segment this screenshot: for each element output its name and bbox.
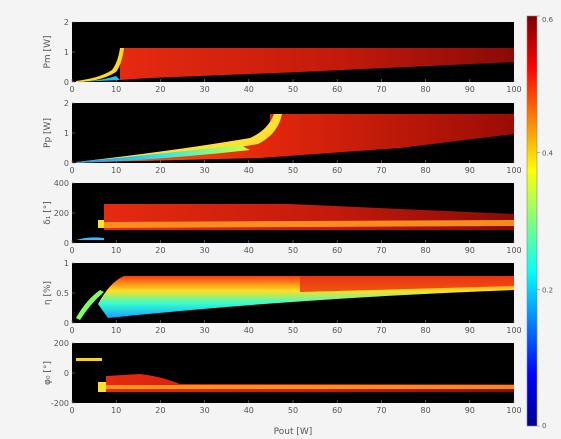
y-tick-label: 2	[64, 18, 69, 27]
colorbar-tick-label: 0.2	[542, 286, 553, 294]
y-tick-label: 400	[54, 179, 69, 188]
panel-5-bg	[72, 343, 514, 403]
x-tick-label: 30	[200, 406, 210, 415]
x-tick-label: 50	[288, 326, 298, 335]
x-tick-label: 60	[332, 166, 342, 175]
x-tick-label: 0	[69, 326, 74, 335]
x-tick-label: 80	[421, 326, 431, 335]
x-tick-label: 30	[200, 166, 210, 175]
panel-5-fill	[76, 358, 514, 392]
x-tick-label: 80	[421, 166, 431, 175]
x-tick-label: 10	[111, 326, 121, 335]
colorbar-tick-label: 0	[542, 422, 546, 430]
y-tick-label: 0	[64, 239, 69, 248]
x-tick-label: 30	[200, 85, 210, 94]
x-tick-label: 20	[155, 326, 165, 335]
x-tick-label: 30	[200, 326, 210, 335]
x-tick-label: 90	[465, 246, 475, 255]
x-tick-label: 100	[506, 85, 521, 94]
colorbar-tick-label: 0.6	[542, 16, 554, 24]
y-tick-label: -200	[51, 399, 69, 408]
colorbar-ticks: 0 0.2 0.4 0.6	[537, 15, 554, 430]
panel-1-fill	[76, 48, 514, 82]
panel-5-ylabel: φ₀ [°]	[43, 361, 53, 385]
x-tick-label: 100	[506, 326, 521, 335]
x-tick-label: 20	[155, 85, 165, 94]
x-tick-label: 10	[111, 406, 121, 415]
colorbar-gradient	[526, 15, 538, 427]
x-tick-label: 70	[376, 246, 386, 255]
x-tick-label: 20	[155, 246, 165, 255]
x-tick-label: 60	[332, 85, 342, 94]
x-tick-label: 0	[69, 85, 74, 94]
x-tick-label: 90	[465, 166, 475, 175]
x-tick-label: 70	[376, 166, 386, 175]
y-tick-label: 200	[54, 209, 69, 218]
x-tick-label: 20	[155, 406, 165, 415]
panel-4-ylabel: η [%]	[43, 281, 53, 305]
y-tick-label: 2	[64, 99, 69, 108]
x-axis-label: Pout [W]	[274, 427, 313, 437]
x-tick-label: 40	[244, 326, 254, 335]
x-tick-label: 100	[506, 406, 521, 415]
x-tick-label: 10	[111, 85, 121, 94]
panel-2-fill	[76, 114, 514, 163]
x-tick-label: 90	[465, 85, 475, 94]
x-tick-label: 30	[200, 246, 210, 255]
y-tick-label: 1	[64, 129, 69, 138]
x-tick-label: 60	[332, 246, 342, 255]
x-tick-label: 70	[376, 326, 386, 335]
x-tick-label: 20	[155, 166, 165, 175]
y-tick-label: 1	[64, 48, 69, 57]
x-tick-label: 50	[288, 166, 298, 175]
panel-1-ylabel: Pm [W]	[43, 36, 53, 69]
x-tick-label: 0	[69, 246, 74, 255]
x-tick-label: 10	[111, 246, 121, 255]
x-tick-label: 60	[332, 406, 342, 415]
y-tick-label: 200	[54, 339, 69, 348]
x-tick-label: 40	[244, 246, 254, 255]
x-tick-label: 50	[288, 85, 298, 94]
x-tick-label: 10	[111, 166, 121, 175]
panel-4-fill	[76, 276, 514, 320]
panel-3-ylabel: δ₁ [°]	[43, 201, 53, 225]
x-tick-label: 80	[421, 246, 431, 255]
y-tick-label: 0	[64, 369, 69, 378]
x-tick-label: 90	[465, 326, 475, 335]
y-tick-label: 0	[64, 159, 69, 168]
x-tick-label: 80	[421, 406, 431, 415]
x-tick-label: 40	[244, 166, 254, 175]
x-tick-label: 70	[376, 85, 386, 94]
panel-3-fill	[76, 204, 514, 240]
x-tick-label: 90	[465, 406, 475, 415]
x-tick-label: 0	[69, 406, 74, 415]
x-tick-label: 0	[69, 166, 74, 175]
x-tick-label: 40	[244, 406, 254, 415]
x-tick-label: 60	[332, 326, 342, 335]
y-tick-label: 1	[64, 259, 69, 268]
y-tick-label: 0.5	[56, 289, 69, 298]
colorbar: 0 0.2 0.4 0.6	[526, 15, 554, 430]
y-tick-label: 0	[64, 78, 69, 87]
y-tick-label: 0	[64, 319, 69, 328]
x-tick-label: 50	[288, 406, 298, 415]
panel-2-ylabel: Pp [W]	[43, 118, 53, 148]
x-tick-label: 80	[421, 85, 431, 94]
x-tick-label: 40	[244, 85, 254, 94]
colorbar-tick-label: 0.4	[542, 150, 554, 158]
x-tick-label: 70	[376, 406, 386, 415]
x-tick-label: 100	[506, 246, 521, 255]
x-tick-label: 100	[506, 166, 521, 175]
x-tick-label: 50	[288, 246, 298, 255]
